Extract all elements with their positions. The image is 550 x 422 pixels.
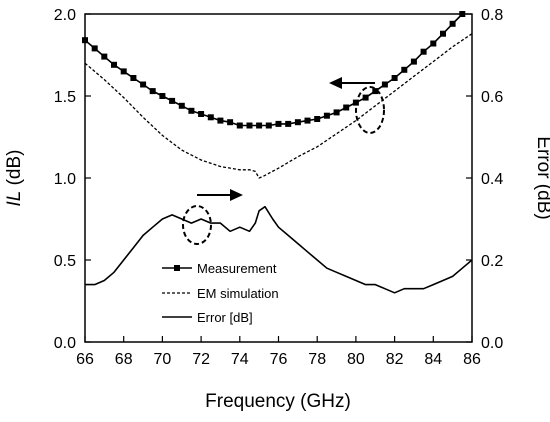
annotation-ellipse xyxy=(182,205,212,245)
data-point-measurement xyxy=(314,116,321,122)
data-point-measurement xyxy=(217,117,224,124)
y-left-tick-label: 0.0 xyxy=(54,335,76,352)
tick-marks xyxy=(84,13,473,343)
data-point-measurement xyxy=(285,120,292,127)
data-point-measurement xyxy=(372,88,379,95)
legend-item-measurement: Measurement xyxy=(162,261,277,276)
legend-label: Measurement xyxy=(197,261,277,276)
y-left-tick-label: 0.5 xyxy=(54,253,76,270)
arrow-right-icon xyxy=(230,189,243,201)
data-point-measurement xyxy=(159,93,166,99)
data-point-measurement xyxy=(410,58,417,65)
arrow-left-icon xyxy=(329,77,342,89)
data-point-measurement xyxy=(381,81,388,88)
series-layer xyxy=(82,11,473,294)
data-point-measurement xyxy=(178,102,185,109)
data-point-measurement xyxy=(120,68,127,75)
x-tick-label: 80 xyxy=(347,351,365,368)
y-right-axis-title: Error (dB) xyxy=(533,136,550,219)
data-point-measurement xyxy=(430,40,437,47)
data-point-measurement xyxy=(304,117,311,124)
data-point-measurement xyxy=(169,97,176,104)
data-point-measurement xyxy=(236,122,243,129)
x-tick-label: 82 xyxy=(386,351,404,368)
x-tick-label: 66 xyxy=(76,351,94,368)
data-point-measurement xyxy=(188,107,195,114)
x-tick-label: 70 xyxy=(154,351,172,368)
y-right-tick-label: 0.8 xyxy=(481,7,503,24)
legend: Measurement EM simulation Error [dB] xyxy=(162,261,279,325)
data-point-measurement xyxy=(362,94,369,101)
data-point-measurement xyxy=(207,114,214,121)
x-tick-label: 68 xyxy=(115,351,133,368)
data-point-measurement xyxy=(256,122,263,129)
data-point-measurement xyxy=(294,119,301,126)
x-tick-label: 74 xyxy=(231,351,249,368)
x-tick-labels: 66 68 70 72 74 76 78 80 82 84 86 xyxy=(76,351,481,368)
data-point-measurement xyxy=(265,122,272,129)
data-point-measurement xyxy=(449,20,456,27)
annotation-ellipse xyxy=(355,86,385,134)
y-right-tick-label: 0.4 xyxy=(481,171,503,188)
annotation-left-axis xyxy=(329,77,385,134)
data-point-measurement xyxy=(149,88,156,95)
data-point-measurement xyxy=(343,104,350,111)
legend-label: Error [dB] xyxy=(197,310,253,325)
y-left-tick-label: 2.0 xyxy=(54,7,76,24)
data-point-measurement xyxy=(111,61,117,68)
y-right-tick-labels: 0.0 0.2 0.4 0.6 0.8 xyxy=(481,7,503,352)
data-point-measurement xyxy=(198,111,205,117)
x-tick-label: 84 xyxy=(424,351,442,368)
y-left-axis-title: IL (dB) xyxy=(4,149,25,206)
legend-label: EM simulation xyxy=(197,286,279,301)
y-left-tick-label: 1.5 xyxy=(54,89,76,106)
data-point-measurement xyxy=(130,75,137,81)
data-point-measurement xyxy=(333,109,340,116)
x-tick-label: 78 xyxy=(308,351,326,368)
data-point-measurement xyxy=(246,122,253,129)
x-axis-title: Frequency (GHz) xyxy=(205,391,351,412)
y-left-axis-title-unit: (dB) xyxy=(4,149,25,190)
legend-marker xyxy=(174,265,180,271)
y-right-tick-label: 0.6 xyxy=(481,89,503,106)
y-right-tick-label: 0.2 xyxy=(481,253,503,270)
y-left-tick-label: 1.0 xyxy=(54,171,76,188)
series-line-em-simulation xyxy=(84,33,473,179)
legend-item-em-simulation: EM simulation xyxy=(162,286,279,301)
data-point-measurement xyxy=(401,66,408,73)
x-tick-label: 72 xyxy=(192,351,210,368)
legend-item-error: Error [dB] xyxy=(162,310,253,325)
data-point-measurement xyxy=(227,119,234,126)
x-tick-label: 76 xyxy=(270,351,288,368)
data-point-measurement xyxy=(440,30,446,37)
series-line-error-db xyxy=(85,205,473,294)
data-point-measurement xyxy=(101,53,108,60)
data-point-measurement xyxy=(323,112,330,119)
y-right-tick-label: 0.0 xyxy=(481,335,503,352)
annotation-right-axis xyxy=(182,189,243,245)
y-left-tick-labels: 0.0 0.5 1.0 1.5 2.0 xyxy=(54,7,76,352)
series-line-measurement xyxy=(84,13,463,127)
data-point-measurement xyxy=(391,75,398,81)
data-point-measurement xyxy=(91,45,98,52)
x-tick-label: 86 xyxy=(463,351,481,368)
data-point-measurement xyxy=(275,120,282,127)
data-point-measurement xyxy=(140,81,147,88)
y-left-axis-title-symbol: IL xyxy=(4,191,25,207)
data-point-measurement xyxy=(420,48,427,55)
